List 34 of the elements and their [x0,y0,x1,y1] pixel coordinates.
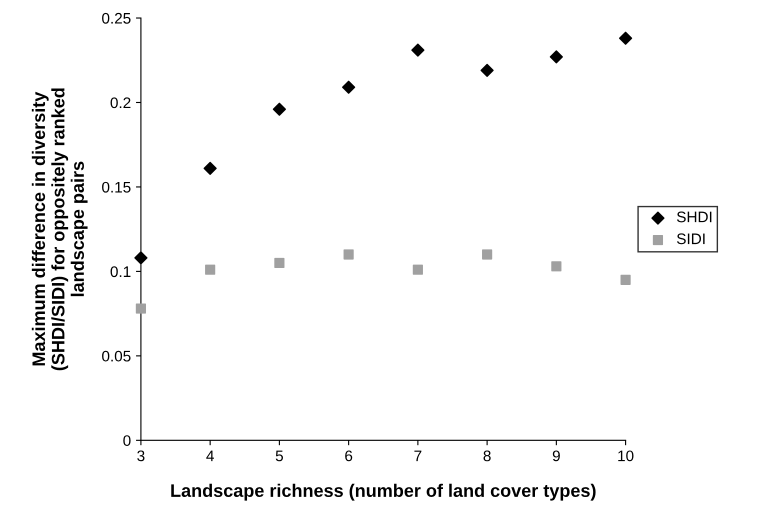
x-tick-label: 5 [276,450,283,462]
x-tick-label: 3 [137,450,144,462]
x-axis-title: Landscape richness (number of land cover types) [171,484,596,501]
point [550,50,563,64]
y-tick-label: 0.15 [102,182,131,193]
point [342,80,356,94]
point [204,162,217,175]
legend-label: SIDI [676,233,705,244]
point [205,264,216,275]
point [412,264,423,275]
point [134,251,148,264]
point [619,32,632,45]
legend-label: SHDI [676,212,712,222]
point [274,258,284,268]
point [344,249,354,260]
y-tick-label: 0.2 [110,97,130,108]
point [411,44,424,57]
x-tick-label: 7 [414,450,422,462]
x-tick-label: 9 [552,450,560,462]
x-tick-label: 4 [206,450,214,462]
y-tick-label: 0.05 [102,350,131,362]
point [480,64,494,77]
x-tick-label: 8 [484,450,491,462]
point [551,261,562,272]
point [272,102,286,116]
point [620,274,631,285]
x-tick-label: 6 [345,450,352,462]
y-tick-label: 0 [123,435,131,446]
y-tick-label: 0.1 [110,266,130,278]
x-tick-label: 10 [618,450,634,462]
point [136,303,146,314]
y-tick-label: 0.25 [102,12,131,24]
point [482,249,492,260]
y-axis-title: Maximum difference in diversity (SHDI/SIDI) for oppositely ranked landscape pairs [32,88,88,370]
